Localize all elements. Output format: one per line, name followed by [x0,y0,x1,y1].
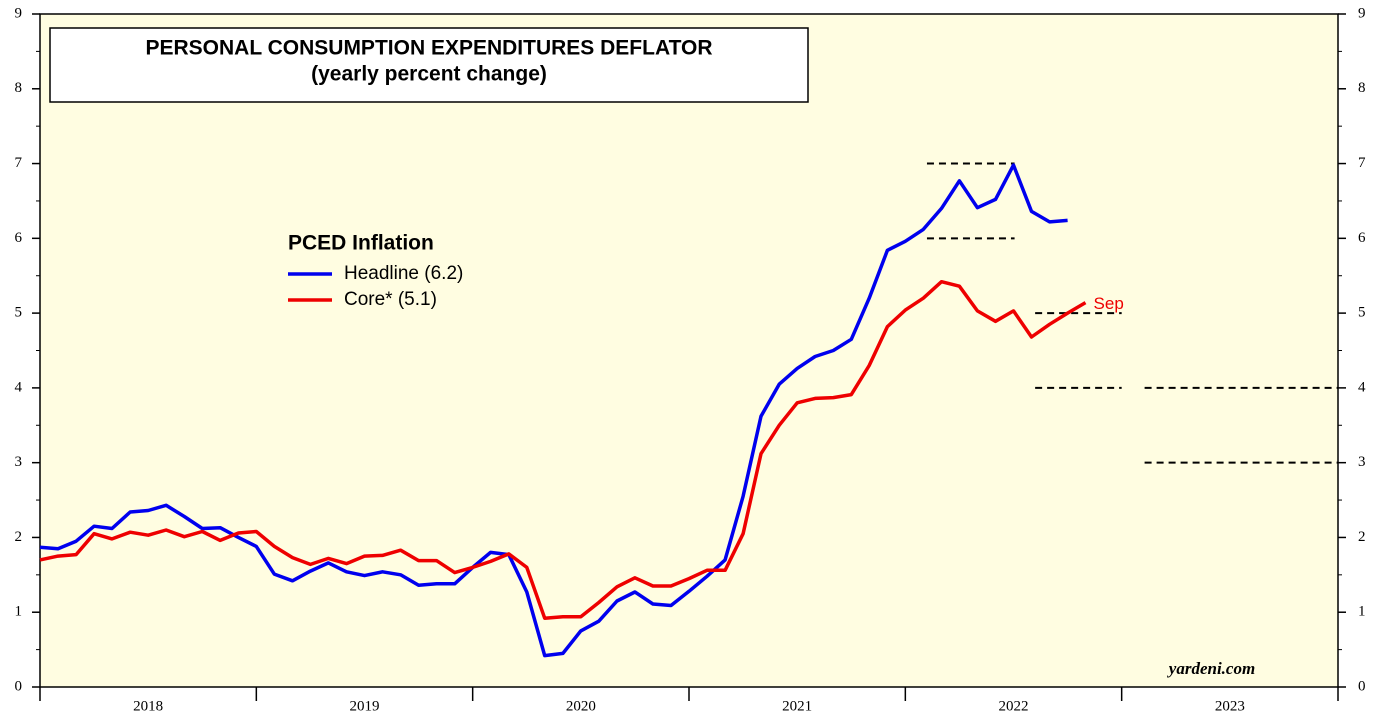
legend-title: PCED Inflation [288,232,434,255]
y-tick-label: 4 [15,379,23,395]
y2-tick-label: 1 [1358,604,1366,620]
y-tick-label: 9 [15,5,23,21]
legend-label: Headline (6.2) [344,263,463,284]
series-line [39,279,1087,620]
series-line [39,163,1068,658]
chart-subtitle: (yearly percent change) [311,63,547,86]
y-tick-label: 3 [15,454,23,470]
x-tick-label: 2019 [350,698,380,714]
legend-label: Core* (5.1) [344,289,437,310]
y2-tick-label: 3 [1358,454,1366,470]
y-tick-label: 6 [15,230,23,246]
x-tick-label: 2018 [133,698,163,714]
y2-tick-label: 8 [1358,80,1366,96]
y2-tick-label: 0 [1358,678,1366,694]
annotation: Sep [1094,294,1124,313]
y-tick-label: 7 [15,155,23,171]
plot-background [39,13,1339,688]
chart-title: PERSONAL CONSUMPTION EXPENDITURES DEFLAT… [145,37,712,60]
y-tick-label: 2 [15,529,23,545]
y2-tick-label: 6 [1358,230,1366,246]
x-tick-label: 2022 [999,698,1029,714]
y2-tick-label: 7 [1358,155,1366,171]
y2-tick-label: 2 [1358,529,1366,545]
x-tick-label: 2021 [782,698,812,714]
title-box [49,27,809,103]
y2-tick-label: 4 [1358,379,1366,395]
x-tick-label: 2020 [566,698,596,714]
y2-tick-label: 9 [1358,5,1366,21]
y2-tick-label: 5 [1358,305,1366,321]
y-tick-label: 8 [15,80,23,96]
y-tick-label: 5 [15,305,23,321]
y-tick-label: 0 [15,678,23,694]
x-tick-label: 2023 [1215,698,1245,714]
y-tick-label: 1 [15,604,23,620]
source: yardeni.com [1167,659,1255,678]
